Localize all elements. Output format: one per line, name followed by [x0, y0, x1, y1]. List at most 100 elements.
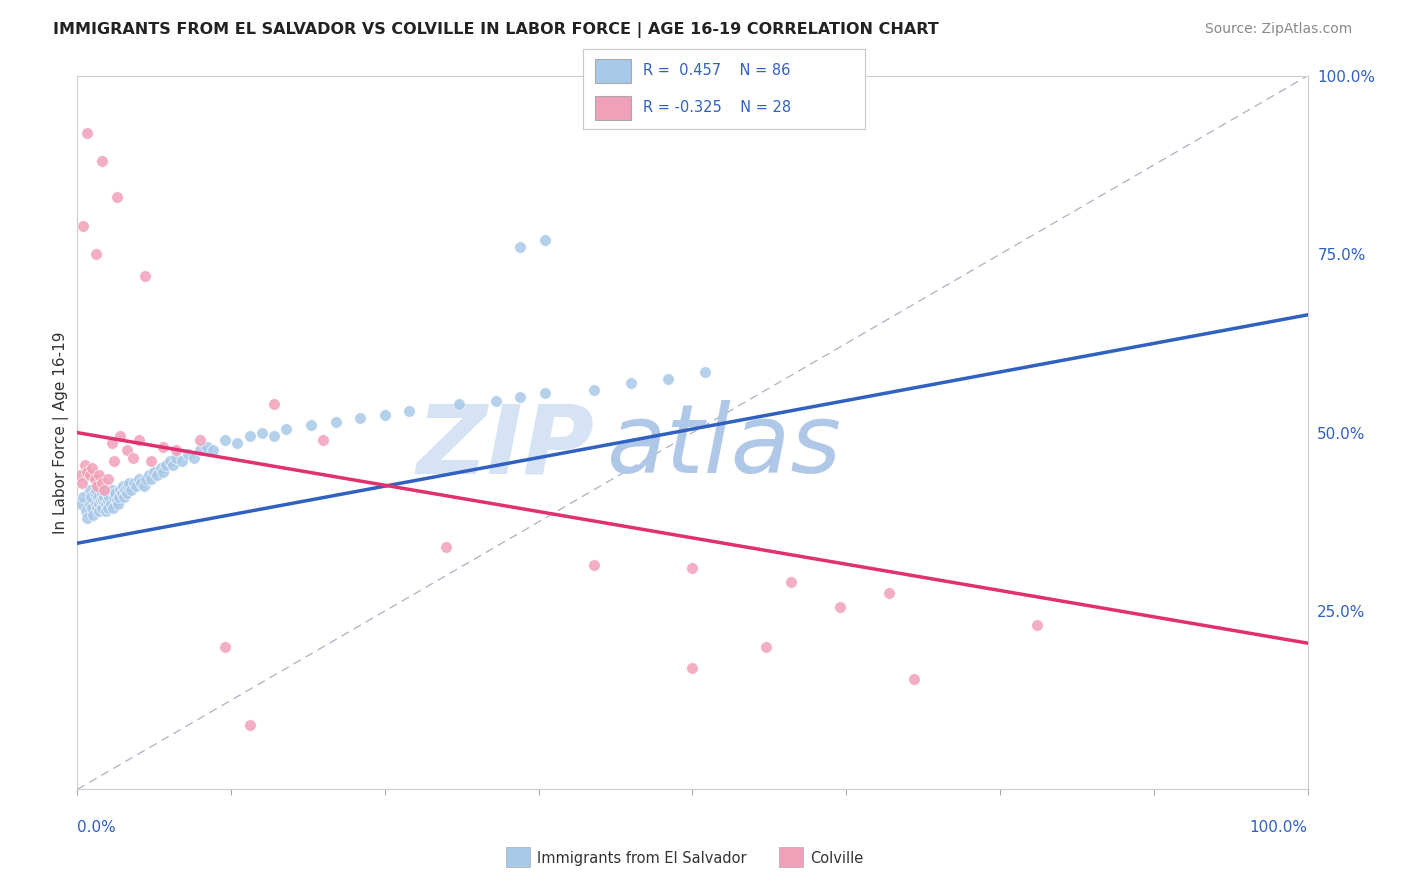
- Text: 0.0%: 0.0%: [77, 821, 117, 835]
- Point: [97, 472, 120, 486]
- Point: [94, 504, 117, 518]
- Point: [214, 640, 236, 654]
- Point: [509, 390, 531, 404]
- Text: IMMIGRANTS FROM EL SALVADOR VS COLVILLE IN LABOR FORCE | AGE 16-19 CORRELATION C: IMMIGRANTS FROM EL SALVADOR VS COLVILLE …: [53, 22, 939, 38]
- Point: [142, 465, 165, 479]
- Point: [70, 475, 93, 490]
- Point: [170, 454, 193, 468]
- Text: 100.0%: 100.0%: [1250, 821, 1308, 835]
- Point: [97, 500, 120, 515]
- Point: [100, 497, 122, 511]
- Point: [101, 483, 124, 497]
- Point: [82, 508, 104, 522]
- Point: [159, 454, 181, 468]
- Point: [534, 233, 557, 247]
- Point: [76, 511, 98, 525]
- Point: [165, 443, 187, 458]
- Point: [91, 493, 114, 508]
- Point: [250, 425, 273, 440]
- Point: [276, 422, 298, 436]
- Point: [583, 383, 606, 397]
- Point: [96, 486, 118, 500]
- Point: [110, 429, 132, 443]
- Point: [76, 126, 98, 140]
- Point: [141, 472, 163, 486]
- Text: Colville: Colville: [810, 851, 863, 865]
- Point: [82, 500, 104, 515]
- Point: [134, 268, 156, 283]
- Point: [84, 483, 107, 497]
- Point: [780, 575, 803, 590]
- Point: [103, 454, 125, 468]
- Point: [89, 468, 111, 483]
- Point: [534, 386, 557, 401]
- Point: [97, 493, 120, 508]
- Point: [325, 415, 347, 429]
- Point: [620, 376, 643, 390]
- Point: [152, 440, 174, 454]
- Point: [682, 561, 704, 575]
- Point: [115, 486, 138, 500]
- Point: [90, 475, 114, 490]
- Point: [84, 497, 107, 511]
- Point: [755, 640, 778, 654]
- Bar: [595, 59, 631, 83]
- Point: [830, 600, 852, 615]
- Point: [132, 479, 155, 493]
- Point: [87, 490, 110, 504]
- Point: [374, 408, 396, 422]
- Point: [89, 497, 111, 511]
- Point: [657, 372, 679, 386]
- Point: [263, 397, 285, 411]
- Point: [125, 479, 148, 493]
- Point: [80, 490, 103, 504]
- Point: [79, 497, 101, 511]
- Point: [903, 672, 925, 686]
- Point: [73, 458, 96, 472]
- Point: [152, 465, 174, 479]
- Point: [69, 468, 91, 483]
- Point: [436, 540, 458, 554]
- Point: [162, 458, 184, 472]
- Point: [70, 497, 93, 511]
- Point: [693, 365, 716, 379]
- Point: [105, 190, 128, 204]
- Point: [108, 490, 131, 504]
- Point: [93, 483, 115, 497]
- Text: atlas: atlas: [606, 401, 841, 493]
- Point: [682, 661, 704, 675]
- Point: [112, 490, 135, 504]
- Text: ZIP: ZIP: [416, 401, 595, 493]
- Point: [239, 718, 262, 732]
- Point: [103, 490, 125, 504]
- Point: [121, 450, 143, 465]
- Point: [76, 465, 98, 479]
- Point: [82, 461, 104, 475]
- Point: [107, 497, 129, 511]
- Point: [105, 493, 128, 508]
- Point: [299, 418, 322, 433]
- Point: [90, 154, 114, 169]
- Point: [117, 479, 139, 493]
- Text: Immigrants from El Salvador: Immigrants from El Salvador: [537, 851, 747, 865]
- Point: [128, 433, 150, 447]
- Point: [398, 404, 420, 418]
- Point: [83, 472, 105, 486]
- Text: Source: ZipAtlas.com: Source: ZipAtlas.com: [1205, 22, 1353, 37]
- Point: [79, 468, 101, 483]
- Point: [104, 486, 127, 500]
- Point: [509, 240, 531, 254]
- Point: [110, 483, 132, 497]
- Point: [128, 472, 150, 486]
- Point: [90, 486, 114, 500]
- Point: [94, 497, 117, 511]
- Point: [485, 393, 508, 408]
- Point: [90, 500, 114, 515]
- Y-axis label: In Labor Force | Age 16-19: In Labor Force | Age 16-19: [53, 331, 69, 534]
- Point: [90, 493, 112, 508]
- Point: [118, 475, 141, 490]
- Point: [239, 429, 262, 443]
- Point: [195, 440, 218, 454]
- Point: [101, 500, 124, 515]
- Point: [114, 483, 136, 497]
